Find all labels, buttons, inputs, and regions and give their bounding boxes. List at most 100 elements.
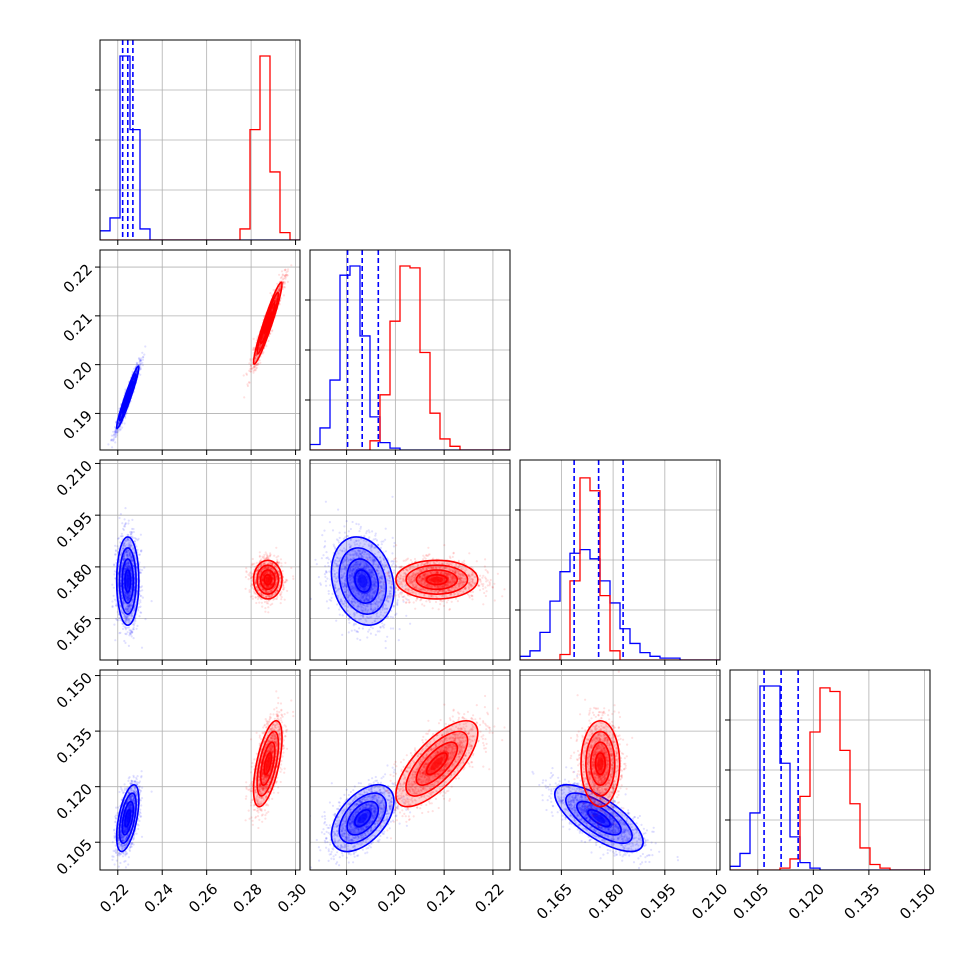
scatter-point <box>141 569 143 571</box>
scatter-point <box>259 362 261 364</box>
scatter-point <box>287 281 289 283</box>
scatter-point <box>275 547 277 549</box>
scatter-point <box>252 347 254 349</box>
histogram-series-blue <box>310 266 510 450</box>
scatter-point <box>136 625 138 627</box>
scatter-point <box>276 283 278 285</box>
scatter-point <box>284 282 286 284</box>
scatter-point <box>246 571 248 573</box>
scatter-point <box>133 622 135 624</box>
scatter-point <box>261 606 263 608</box>
contours-series-0 <box>114 365 141 429</box>
scatter-panel-1-0 <box>106 264 293 454</box>
grid-lines <box>100 250 300 450</box>
scatter-point <box>114 599 116 601</box>
scatter-point <box>243 396 245 398</box>
scatter-point <box>131 635 133 637</box>
scatter-point <box>133 637 135 639</box>
scatter-point <box>142 359 144 361</box>
scatter-point <box>115 549 117 551</box>
scatter-point <box>283 294 285 296</box>
scatter-point <box>292 575 294 577</box>
scatter-point <box>259 551 261 553</box>
scatter-point <box>142 356 144 358</box>
scatter-point <box>113 624 115 626</box>
scatter-point <box>107 443 109 445</box>
scatter-point <box>257 364 259 366</box>
scatter-point <box>131 632 133 634</box>
scatter-point <box>254 369 256 371</box>
scatter-point <box>139 360 141 362</box>
scatter-point <box>120 513 122 515</box>
scatter-point <box>124 633 126 635</box>
scatter-point <box>116 619 118 621</box>
scatter-point <box>138 615 140 617</box>
scatter-point <box>128 645 130 647</box>
scatter-point <box>113 595 115 597</box>
scatter-point <box>139 599 141 601</box>
scatter-point <box>246 383 248 385</box>
scatter-point <box>113 563 115 565</box>
scatter-point <box>267 602 269 604</box>
scatter-point <box>122 528 124 530</box>
scatter-panel-2-0 <box>111 507 294 649</box>
scatter-point <box>127 534 129 536</box>
scatter-point <box>248 362 250 364</box>
scatter-point <box>111 606 113 608</box>
scatter-point <box>140 595 142 597</box>
scatter-point <box>132 528 134 530</box>
scatter-point <box>139 590 141 592</box>
scatter-point <box>267 611 269 613</box>
scatter-point <box>131 519 133 521</box>
scatter-point <box>114 639 116 641</box>
scatter-point <box>264 611 266 613</box>
scatter-point <box>139 363 141 365</box>
scatter-point <box>113 587 115 589</box>
scatter-point <box>282 570 284 572</box>
scatter-point <box>282 278 284 280</box>
scatter-point <box>252 558 254 560</box>
scatter-point <box>278 274 280 276</box>
scatter-point <box>256 367 258 369</box>
scatter-point <box>253 366 255 368</box>
scatter-point <box>137 609 139 611</box>
scatter-point <box>118 517 120 519</box>
scatter-point <box>142 597 144 599</box>
scatter-point <box>249 359 251 361</box>
panel-1-0 <box>100 250 300 450</box>
scatter-point <box>132 628 134 630</box>
scatter-point <box>280 602 282 604</box>
scatter-point <box>281 276 283 278</box>
scatter-point <box>256 562 258 564</box>
scatter-point <box>144 618 146 620</box>
scatter-point <box>246 374 248 376</box>
scatter-point <box>138 554 140 556</box>
scatter-point <box>112 431 114 433</box>
scatter-point <box>115 553 117 555</box>
scatter-point <box>287 270 289 272</box>
scatter-point <box>121 522 123 524</box>
scatter-point <box>139 601 141 603</box>
scatter-point <box>267 340 269 342</box>
scatter-point <box>287 268 289 270</box>
scatter-point <box>255 602 257 604</box>
scatter-point <box>140 550 142 552</box>
scatter-point <box>124 642 126 644</box>
scatter-point <box>119 541 121 543</box>
scatter-point <box>123 625 125 627</box>
scatter-point <box>273 289 275 291</box>
scatter-point <box>141 352 143 354</box>
scatter-point <box>106 452 108 454</box>
scatter-point <box>127 631 129 633</box>
scatter-point <box>130 533 132 535</box>
scatter-point <box>140 534 142 536</box>
scatter-point <box>284 269 286 271</box>
scatter-point <box>284 275 286 277</box>
scatter-point <box>138 606 140 608</box>
scatter-point <box>143 567 145 569</box>
scatter-point <box>116 545 118 547</box>
scatter-point <box>143 354 145 356</box>
scatter-point <box>141 647 143 649</box>
scatter-point <box>114 545 116 547</box>
